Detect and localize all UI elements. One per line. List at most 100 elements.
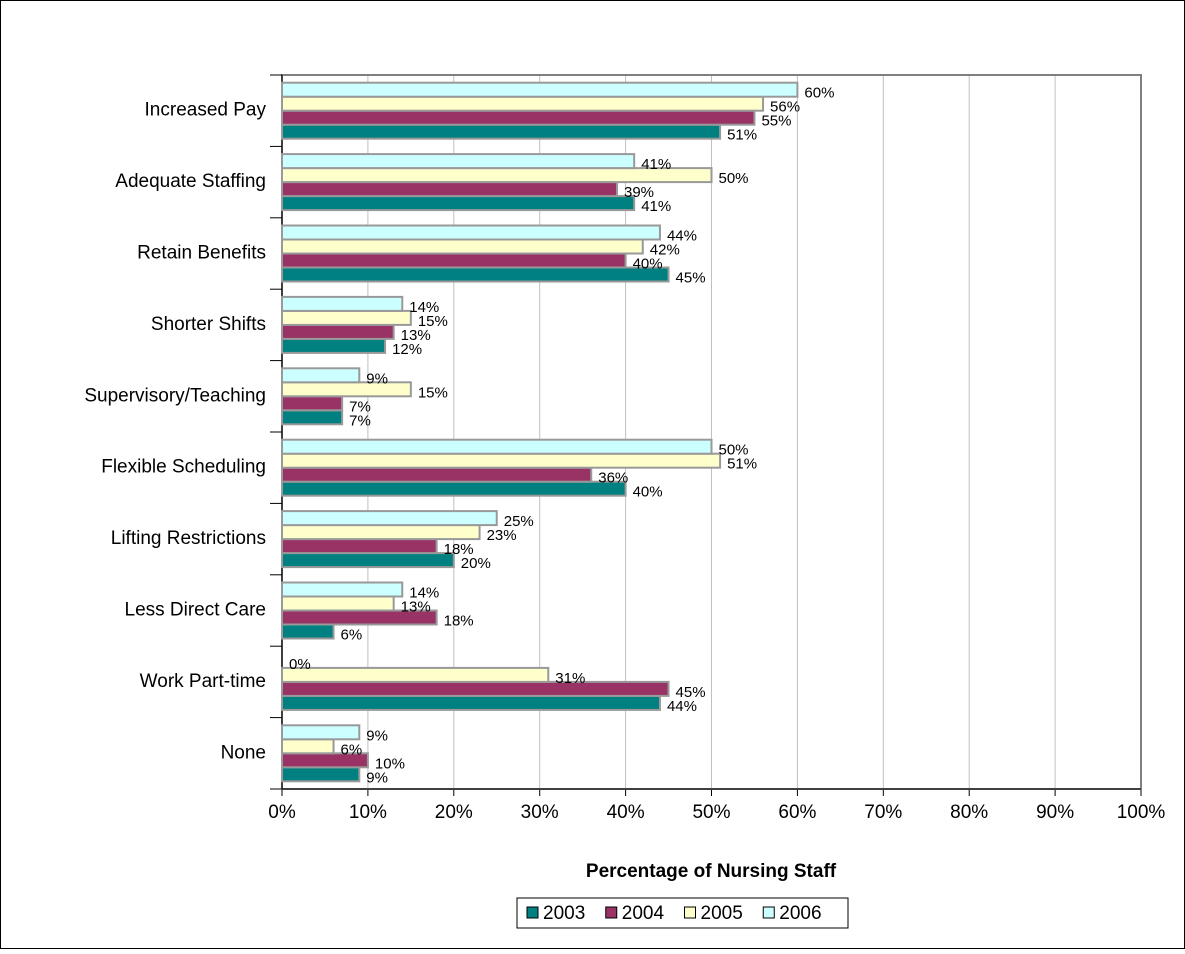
legend-swatch <box>526 906 539 919</box>
bar <box>281 309 412 326</box>
value-label: 41% <box>641 198 671 215</box>
value-label: 40% <box>633 484 663 501</box>
bar <box>281 367 361 384</box>
value-label: 40% <box>633 255 663 272</box>
x-tick-label: 70% <box>864 802 902 823</box>
value-label: 44% <box>667 698 697 715</box>
value-label: 55% <box>761 113 791 130</box>
bar <box>281 552 455 569</box>
value-label: 13% <box>401 327 431 344</box>
bar <box>281 466 593 483</box>
x-axis-label: Percentage of Nursing Staff <box>586 861 837 882</box>
value-label: 31% <box>555 670 585 687</box>
value-label: 14% <box>409 584 439 601</box>
bar <box>281 109 756 126</box>
bar <box>281 195 636 212</box>
bar <box>281 724 361 741</box>
bar <box>281 581 404 598</box>
bar <box>281 623 335 640</box>
value-label: 7% <box>349 412 371 429</box>
value-label: 36% <box>598 470 628 487</box>
y-tick-label: Retain Benefits <box>137 243 266 264</box>
value-label: 14% <box>409 299 439 316</box>
x-tick-label: 60% <box>778 802 816 823</box>
y-tick-label: Supervisory/Teaching <box>84 385 266 406</box>
legend-box <box>516 897 849 929</box>
legend-label: 2006 <box>779 903 821 924</box>
x-tick-label: 50% <box>692 802 730 823</box>
y-tick-label: Less Direct Care <box>125 600 267 621</box>
bar <box>281 510 498 527</box>
value-label: 18% <box>444 612 474 629</box>
bar <box>281 252 627 269</box>
value-label: 10% <box>375 755 405 772</box>
bar <box>281 452 722 469</box>
value-label: 6% <box>341 741 363 758</box>
value-label: 45% <box>676 269 706 286</box>
bar <box>281 438 713 455</box>
legend-swatch <box>762 906 775 919</box>
value-label: 20% <box>461 555 491 572</box>
bar <box>281 766 361 783</box>
value-label: 15% <box>418 313 448 330</box>
value-label: 44% <box>667 227 697 244</box>
bar <box>281 295 404 312</box>
bar <box>281 666 550 683</box>
value-label: 50% <box>719 170 749 187</box>
bar <box>281 266 670 283</box>
y-tick-label: Shorter Shifts <box>151 314 266 335</box>
value-label: 51% <box>727 127 757 144</box>
bar <box>281 381 412 398</box>
value-label: 41% <box>641 156 671 173</box>
y-tick-label: Adequate Staffing <box>115 171 266 192</box>
value-label: 9% <box>366 370 388 387</box>
value-label: 51% <box>727 456 757 473</box>
value-label: 6% <box>341 626 363 643</box>
value-label: 13% <box>401 598 431 615</box>
y-tick-label: None <box>221 742 266 763</box>
value-label: 9% <box>366 769 388 786</box>
x-tick-label: 20% <box>435 802 473 823</box>
bar <box>281 395 344 412</box>
value-label: 56% <box>770 99 800 116</box>
y-tick-label: Lifting Restrictions <box>111 528 266 549</box>
x-tick-label: 10% <box>349 802 387 823</box>
y-tick-label: Work Part-time <box>140 671 266 692</box>
x-tick-label: 90% <box>1036 802 1074 823</box>
x-tick-label: 40% <box>607 802 645 823</box>
value-label: 0% <box>289 656 311 673</box>
bar <box>281 123 722 140</box>
y-tick-label: Flexible Scheduling <box>101 457 266 478</box>
bar <box>281 680 670 697</box>
legend-label: 2003 <box>543 903 585 924</box>
legend-label: 2004 <box>622 903 665 924</box>
x-tick-label: 0% <box>268 802 296 823</box>
bar <box>281 153 636 170</box>
value-label: 12% <box>392 341 422 358</box>
value-label: 7% <box>349 398 371 415</box>
x-tick-label: 100% <box>1117 802 1166 823</box>
bar <box>281 538 438 555</box>
legend-swatch <box>605 906 618 919</box>
bar <box>281 480 627 497</box>
value-label: 39% <box>624 184 654 201</box>
value-label: 45% <box>676 684 706 701</box>
y-tick-label: Increased Pay <box>145 100 267 121</box>
legend-label: 2005 <box>701 903 743 924</box>
value-label: 15% <box>418 384 448 401</box>
x-tick-label: 30% <box>521 802 559 823</box>
bar <box>281 524 481 541</box>
value-label: 18% <box>444 541 474 558</box>
bar <box>281 694 661 711</box>
bar <box>281 323 395 340</box>
value-label: 9% <box>366 727 388 744</box>
bar <box>281 238 644 255</box>
bar <box>281 738 335 755</box>
value-label: 60% <box>804 85 834 102</box>
bar <box>281 595 395 612</box>
bar <box>281 181 619 198</box>
value-label: 23% <box>487 527 517 544</box>
bar <box>281 224 661 241</box>
bar <box>281 95 765 112</box>
